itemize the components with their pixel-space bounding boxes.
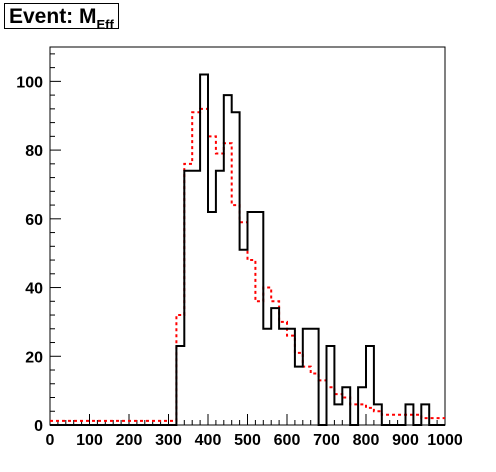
x-tick-label: 600 [274,432,301,449]
x-tick-label: 700 [313,432,340,449]
axis-tick-labels: 0 100 200 300 400 500 600 700 800 900 1000 0 20 40 60 8… [16,74,463,449]
x-tick-label: 200 [116,432,143,449]
x-tick-label: 500 [234,432,261,449]
series-dashed-line [50,107,445,422]
y-tick-label: 100 [16,74,43,91]
y-tick-label: 80 [25,143,43,160]
x-tick-label: 900 [392,432,419,449]
series-solid-line [50,73,445,426]
chart-title-main: Event: M [9,5,97,28]
chart-title-subscript: Eff [96,17,114,32]
y-tick-label: 40 [25,281,43,298]
chart-title: Event: MEff [4,3,119,32]
x-tick-label: 0 [46,432,55,449]
y-tick-label: 0 [34,418,43,435]
x-tick-label: 1000 [427,432,463,449]
y-tick-label: 20 [25,349,43,366]
y-tick-label: 60 [25,212,43,229]
x-tick-label: 400 [195,432,222,449]
x-tick-label: 800 [353,432,380,449]
x-tick-label: 300 [155,432,182,449]
x-tick-label: 100 [76,432,103,449]
